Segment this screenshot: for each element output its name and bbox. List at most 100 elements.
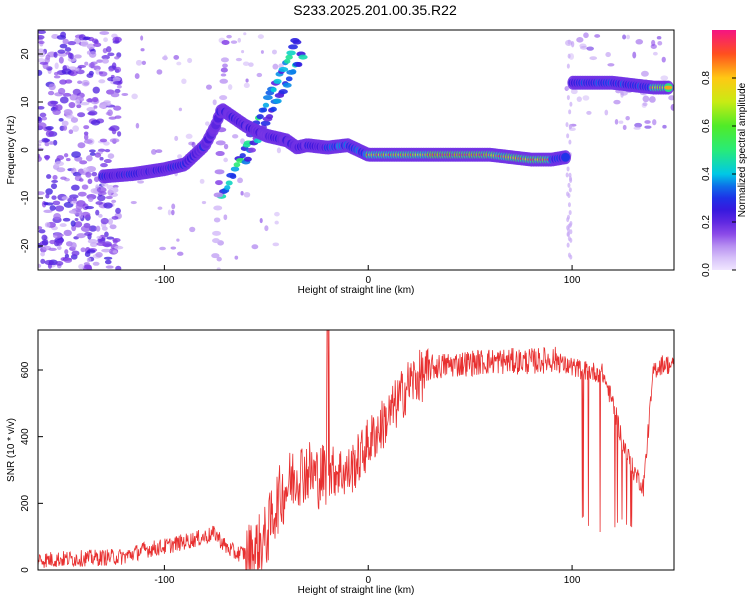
noise-blob (74, 221, 83, 228)
noise-blob (613, 99, 621, 105)
noise-blob (97, 194, 106, 202)
noise-blob (53, 212, 61, 220)
branch-blob (263, 95, 273, 101)
noise-blob (135, 59, 143, 66)
branch-blob (298, 54, 308, 60)
noise-blob (83, 133, 89, 141)
noise-blob (131, 93, 138, 100)
noise-blob (101, 54, 110, 60)
noise-blob (272, 63, 279, 70)
noise-blob (59, 96, 69, 104)
noise-blob (92, 261, 100, 266)
noise-blob (216, 267, 221, 270)
noise-blob (45, 188, 53, 195)
noise-blob (112, 81, 123, 85)
noise-blob (51, 179, 59, 184)
noise-blob (38, 58, 45, 63)
noise-blob (565, 122, 569, 128)
branch-blob (211, 253, 220, 259)
noise-blob (43, 209, 53, 214)
noise-blob (38, 122, 47, 129)
noise-blob (60, 31, 67, 38)
noise-blob (635, 39, 644, 45)
noise-blob (569, 254, 573, 260)
noise-blob (56, 245, 62, 251)
noise-blob (109, 125, 120, 132)
noise-blob (107, 189, 112, 196)
noise-blob (110, 92, 120, 98)
branch-blob (233, 162, 241, 168)
noise-blob (622, 124, 627, 131)
noise-blob (112, 239, 118, 244)
noise-blob (173, 55, 180, 60)
branch-blob (214, 169, 225, 175)
noise-blob (44, 57, 50, 64)
noise-blob (79, 101, 90, 106)
noise-blob (76, 104, 82, 109)
noise-blob (89, 149, 96, 153)
branch-blob (260, 120, 271, 126)
noise-blob (38, 226, 43, 230)
noise-blob (237, 177, 243, 184)
noise-blob (652, 51, 658, 56)
noise-blob (170, 246, 177, 250)
noise-blob (38, 30, 46, 35)
noise-blob (569, 220, 573, 226)
noise-blob (70, 117, 79, 123)
noise-blob (271, 49, 277, 55)
branch-blob (282, 82, 292, 88)
noise-blob (71, 184, 80, 191)
noise-blob (44, 141, 50, 147)
branch-blob (215, 180, 223, 186)
noise-blob (88, 62, 96, 68)
noise-blob (84, 231, 93, 236)
noise-blob (78, 212, 84, 219)
noise-blob (109, 224, 117, 230)
noise-blob (95, 209, 100, 216)
noise-blob (84, 61, 89, 66)
noise-blob (174, 135, 179, 142)
noise-blob (44, 259, 54, 266)
noise-blob (167, 209, 172, 216)
noise-blob (68, 101, 76, 109)
noise-blob (230, 40, 238, 44)
noise-blob (159, 246, 166, 251)
noise-blob (107, 52, 115, 57)
noise-blob (83, 82, 89, 86)
noise-blob (569, 229, 573, 235)
noise-blob (61, 196, 69, 200)
noise-blob (235, 57, 242, 62)
noise-blob (45, 125, 54, 131)
x-tick-label: -100 (154, 575, 174, 586)
noise-blob (259, 218, 263, 224)
noise-blob (64, 79, 73, 84)
noise-blob (95, 225, 101, 232)
noise-blob (234, 255, 239, 260)
branch-blob (220, 67, 228, 73)
noise-blob (96, 186, 107, 193)
noise-blob (614, 118, 619, 125)
noise-blob (79, 160, 88, 165)
noise-blob (223, 157, 228, 163)
noise-blob (86, 73, 94, 79)
noise-blob (274, 211, 280, 217)
noise-blob (181, 78, 187, 85)
branch-blob (215, 151, 225, 157)
y-tick-label: -20 (20, 238, 31, 253)
noise-blob (112, 250, 118, 254)
noise-blob (618, 120, 624, 124)
y-tick-label: 600 (20, 361, 31, 378)
noise-blob (97, 148, 106, 153)
noise-blob (82, 167, 89, 173)
branch-blob (224, 185, 231, 191)
branch-blob (225, 180, 233, 186)
noise-blob (155, 149, 163, 153)
noise-blob (62, 125, 68, 131)
branch-blob (213, 192, 224, 198)
chart-title: S233.2025.201.00.35.R22 (293, 2, 457, 18)
noise-blob (111, 128, 117, 135)
noise-blob (73, 54, 82, 59)
noise-blob (89, 152, 96, 156)
noise-blob (83, 139, 93, 144)
noise-blob (52, 139, 58, 146)
